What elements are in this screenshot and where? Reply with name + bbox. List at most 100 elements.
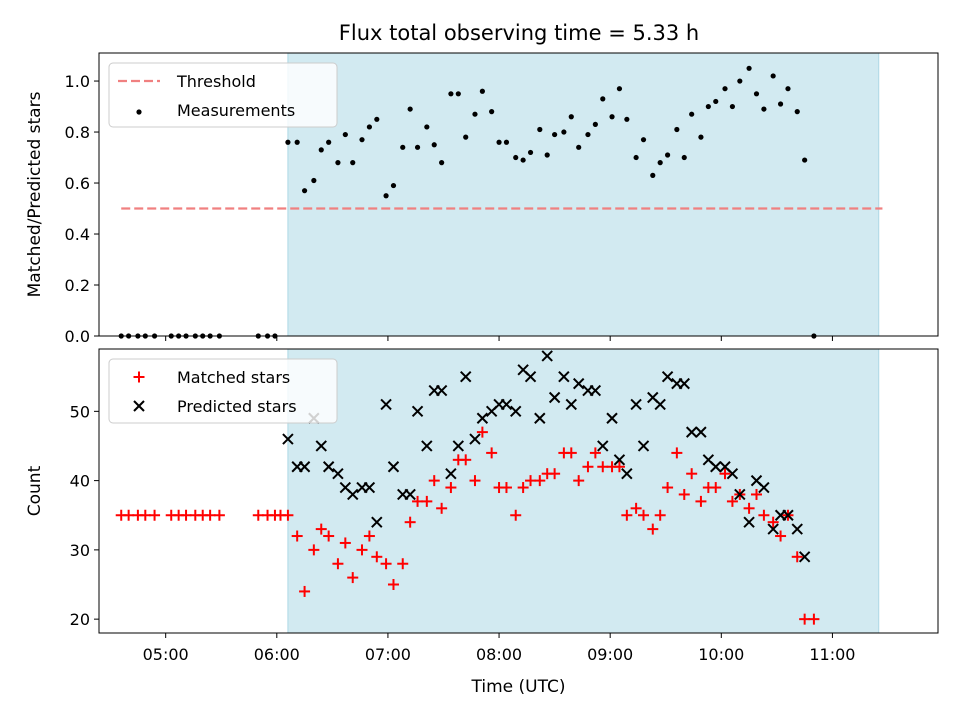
measurement-point <box>503 139 510 145</box>
matched-star-point <box>476 426 488 438</box>
measurement-point <box>585 131 591 138</box>
predicted-star-point <box>678 377 690 390</box>
matched-star-point <box>621 509 633 521</box>
matched-star-point <box>339 537 351 549</box>
y-tick-label: 30 <box>70 541 90 560</box>
y-tick-label: 0.8 <box>65 123 90 142</box>
matched-star-point <box>460 454 472 466</box>
measurement-point <box>777 101 784 107</box>
predicted-star-point <box>743 516 755 528</box>
measurement-point <box>463 134 469 140</box>
x-tick-label: 05:00 <box>143 645 189 664</box>
matched-star-point <box>613 461 625 473</box>
predicted-star-point <box>460 371 472 383</box>
y-axis-label: Count <box>25 465 45 516</box>
matched-star-point <box>363 530 375 542</box>
measurement-point <box>633 154 639 161</box>
measurement-point <box>713 98 719 105</box>
matched-star-point <box>686 468 698 480</box>
measurement-point <box>698 134 704 140</box>
y-tick-label: 50 <box>70 402 90 421</box>
matched-star-point <box>315 523 327 535</box>
matched-star-point <box>695 495 707 507</box>
matched-star-point <box>139 509 151 521</box>
matched-star-point <box>589 447 601 459</box>
measurement-point <box>424 124 430 130</box>
predicted-star-point <box>332 467 344 480</box>
x-tick-label: 09:00 <box>587 645 633 664</box>
legend-label: Matched stars <box>177 368 290 387</box>
measurement-point <box>366 124 373 130</box>
x-tick-label: 11:00 <box>809 645 855 664</box>
measurement-point <box>326 139 332 145</box>
predicted-star-point <box>621 467 633 480</box>
predicted-star-point <box>315 440 327 452</box>
measurement-point <box>746 65 752 71</box>
legend-marker <box>136 109 142 115</box>
predicted-star-point <box>404 488 416 501</box>
predicted-star-point <box>298 461 311 473</box>
matched-star-point <box>726 495 738 507</box>
observing-span <box>287 349 879 633</box>
measurement-point <box>520 157 526 163</box>
measurement-point <box>794 109 800 115</box>
measurement-point <box>657 160 663 166</box>
matched-star-point <box>123 509 135 521</box>
matched-star-point <box>397 558 409 570</box>
measurement-point <box>722 86 728 92</box>
matched-star-point <box>204 509 216 521</box>
y-tick-label: 0.2 <box>65 276 90 295</box>
legend-marker <box>133 371 145 383</box>
measurement-point <box>431 142 437 148</box>
matched-star-point <box>597 461 609 473</box>
matched-star-point <box>252 509 264 521</box>
matched-star-point <box>808 613 820 625</box>
matched-star-point <box>654 509 666 521</box>
predicted-star-point <box>371 516 383 528</box>
measurement-point <box>383 193 389 199</box>
matched-star-point <box>356 544 368 556</box>
measurement-point <box>479 88 485 94</box>
predicted-star-point <box>411 405 424 418</box>
matched-star-point <box>743 502 755 514</box>
predicted-star-point <box>637 440 650 452</box>
predicted-star-point <box>282 433 294 445</box>
matched-star-point <box>671 447 683 459</box>
matched-star-point <box>678 488 690 500</box>
matched-star-point <box>791 551 803 563</box>
predicted-star-point <box>589 384 602 397</box>
x-tick-label: 08:00 <box>476 645 522 664</box>
measurement-point <box>544 152 550 158</box>
measurement-point <box>496 139 502 145</box>
measurement-point <box>513 154 519 161</box>
measurement-point <box>359 137 365 143</box>
measurement-point <box>650 172 656 178</box>
matched-star-point <box>323 530 335 542</box>
x-axis-label: Time (UTC) <box>471 677 566 697</box>
y-tick-label: 0.4 <box>65 225 90 244</box>
predicted-star-point <box>363 481 376 494</box>
predicted-star-point <box>347 488 359 501</box>
matched-star-point <box>180 509 192 521</box>
matched-star-point <box>565 447 577 459</box>
predicted-star-point <box>541 350 553 362</box>
measurement-point <box>770 73 776 79</box>
predicted-star-point <box>435 384 448 397</box>
matched-star-point <box>347 572 359 584</box>
measurement-point <box>802 157 808 163</box>
predicted-star-point <box>685 426 698 438</box>
legend-label: Measurements <box>177 101 295 120</box>
x-tick-label: 10:00 <box>698 645 744 664</box>
matched-star-point <box>421 495 433 507</box>
predicted-star-point <box>630 398 642 411</box>
matched-star-point <box>486 447 498 459</box>
legend-label: Threshold <box>176 72 256 91</box>
predicted-star-point <box>695 426 707 438</box>
measurement-point <box>729 103 736 110</box>
measurement-point <box>414 144 421 150</box>
legend-frame <box>108 358 338 424</box>
measurement-point <box>592 121 598 127</box>
measurement-point <box>674 126 680 133</box>
matched-star-point <box>573 475 585 487</box>
